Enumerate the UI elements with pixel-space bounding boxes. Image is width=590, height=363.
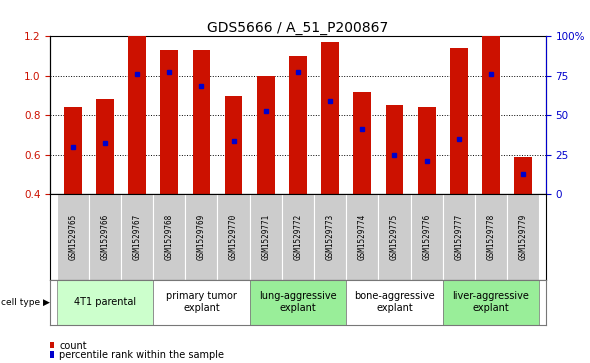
Bar <box>418 107 435 194</box>
Bar <box>378 194 411 280</box>
Bar <box>442 280 539 325</box>
Bar <box>353 91 371 194</box>
Text: liver-aggressive
explant: liver-aggressive explant <box>453 291 529 313</box>
Text: GSM1529777: GSM1529777 <box>454 214 463 260</box>
Bar <box>322 42 339 194</box>
Bar <box>346 194 378 280</box>
Bar <box>475 194 507 280</box>
Bar <box>153 280 250 325</box>
Bar <box>121 194 153 280</box>
Bar <box>482 36 500 194</box>
Bar <box>250 280 346 325</box>
Text: GSM1529778: GSM1529778 <box>487 214 496 260</box>
Text: GSM1529766: GSM1529766 <box>100 214 109 260</box>
Bar <box>386 105 404 194</box>
Text: bone-aggressive
explant: bone-aggressive explant <box>354 291 435 313</box>
Bar <box>282 194 314 280</box>
Bar <box>218 194 250 280</box>
Text: GSM1529775: GSM1529775 <box>390 214 399 260</box>
Bar <box>314 194 346 280</box>
Bar <box>57 280 153 325</box>
Text: GSM1529773: GSM1529773 <box>326 214 335 260</box>
Bar <box>289 56 307 194</box>
Text: GSM1529769: GSM1529769 <box>197 214 206 260</box>
Text: GSM1529770: GSM1529770 <box>229 214 238 260</box>
Title: GDS5666 / A_51_P200867: GDS5666 / A_51_P200867 <box>207 21 389 35</box>
Bar <box>128 36 146 194</box>
Text: GSM1529765: GSM1529765 <box>68 214 77 260</box>
Bar <box>450 48 468 194</box>
Bar <box>64 107 81 194</box>
Text: GSM1529771: GSM1529771 <box>261 214 270 260</box>
Text: percentile rank within the sample: percentile rank within the sample <box>59 350 224 360</box>
Text: GSM1529774: GSM1529774 <box>358 214 367 260</box>
Text: GSM1529772: GSM1529772 <box>293 214 303 260</box>
Text: cell type ▶: cell type ▶ <box>1 298 50 307</box>
Bar <box>514 157 532 194</box>
Text: lung-aggressive
explant: lung-aggressive explant <box>259 291 337 313</box>
Bar <box>411 194 442 280</box>
Bar <box>250 194 282 280</box>
Bar <box>160 50 178 194</box>
Text: GSM1529767: GSM1529767 <box>133 214 142 260</box>
Text: primary tumor
explant: primary tumor explant <box>166 291 237 313</box>
Text: GSM1529779: GSM1529779 <box>519 214 527 260</box>
Bar <box>192 50 210 194</box>
Bar <box>257 76 274 194</box>
Bar <box>507 194 539 280</box>
Bar <box>225 95 242 194</box>
Bar <box>57 194 88 280</box>
Text: 4T1 parental: 4T1 parental <box>74 297 136 307</box>
Bar <box>346 280 442 325</box>
Bar <box>185 194 218 280</box>
Bar <box>153 194 185 280</box>
Bar <box>96 99 114 194</box>
Text: GSM1529768: GSM1529768 <box>165 214 173 260</box>
Text: GSM1529776: GSM1529776 <box>422 214 431 260</box>
Bar <box>88 194 121 280</box>
Bar <box>442 194 475 280</box>
Text: count: count <box>59 341 87 351</box>
